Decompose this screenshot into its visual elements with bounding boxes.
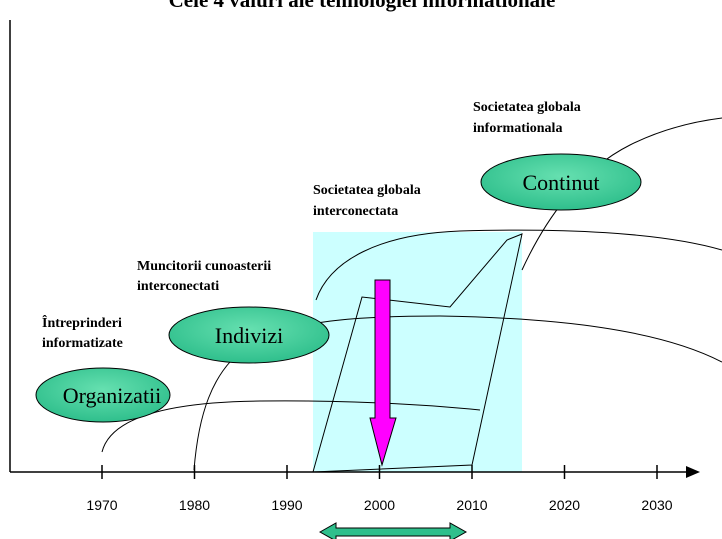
annotation: informationala xyxy=(473,121,562,136)
x-tick-label: 2030 xyxy=(641,497,672,513)
wave-ellipse xyxy=(35,367,171,423)
x-tick-label: 2010 xyxy=(456,497,487,513)
wave-label: Indivizi xyxy=(215,323,283,348)
wave-curve xyxy=(315,229,722,301)
annotation: informatizate xyxy=(42,336,123,351)
x-tick-label: 2020 xyxy=(549,497,580,513)
wave-curves xyxy=(101,117,722,473)
x-tick-label: 1980 xyxy=(179,497,210,513)
wave-curve xyxy=(521,117,722,271)
down-arrow xyxy=(369,279,397,467)
wave-ellipse xyxy=(480,153,642,211)
title: Cele 4 valuri ale tehnologiei informatio… xyxy=(169,0,556,12)
wave-label: Organizatii xyxy=(63,383,162,408)
axis-arrow xyxy=(686,466,700,478)
annotation: Societatea globala xyxy=(473,100,581,115)
wave-curve xyxy=(193,315,722,471)
annotation: Societatea globala xyxy=(313,183,421,198)
highlight-region xyxy=(313,232,522,472)
x-tick-label: 1970 xyxy=(86,497,117,513)
wave-curve xyxy=(101,400,481,453)
annotation: Întreprinderi xyxy=(42,314,122,331)
x-tick-label: 2000 xyxy=(364,497,395,513)
wave-ellipse xyxy=(168,306,330,364)
double-arrow xyxy=(318,522,468,539)
annotation: Muncitorii cunoasterii xyxy=(137,259,271,274)
x-tick-label: 1990 xyxy=(271,497,302,513)
axes xyxy=(9,20,690,473)
annotation: interconectata xyxy=(313,204,398,219)
wave-label: Continut xyxy=(522,170,599,195)
annotation: interconectati xyxy=(137,279,219,294)
